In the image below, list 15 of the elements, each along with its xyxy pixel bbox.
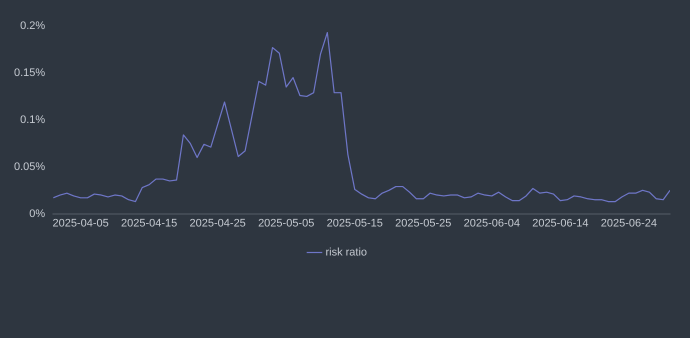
x-tick-label: 2025-05-25: [395, 217, 452, 230]
x-tick-label: 2025-06-24: [600, 217, 658, 230]
y-tick-label: 0.05%: [14, 160, 46, 173]
x-tick-label: 2025-05-15: [326, 217, 383, 230]
x-tick-label: 2025-05-05: [258, 217, 314, 230]
x-tick-label: 2025-04-25: [190, 217, 246, 230]
y-tick-label: 0.1%: [20, 114, 46, 126]
y-tick-label: 0.15%: [14, 66, 46, 79]
y-tick-label: 0%: [29, 208, 46, 220]
y-tick-label: 0.2%: [20, 20, 46, 32]
x-tick-label: 2025-04-05: [52, 217, 109, 230]
x-tick-label: 2025-06-14: [532, 217, 588, 230]
x-tick-label: 2025-04-15: [121, 217, 178, 230]
legend-label: risk ratio: [325, 246, 368, 259]
x-tick-label: 2025-06-04: [464, 217, 520, 230]
